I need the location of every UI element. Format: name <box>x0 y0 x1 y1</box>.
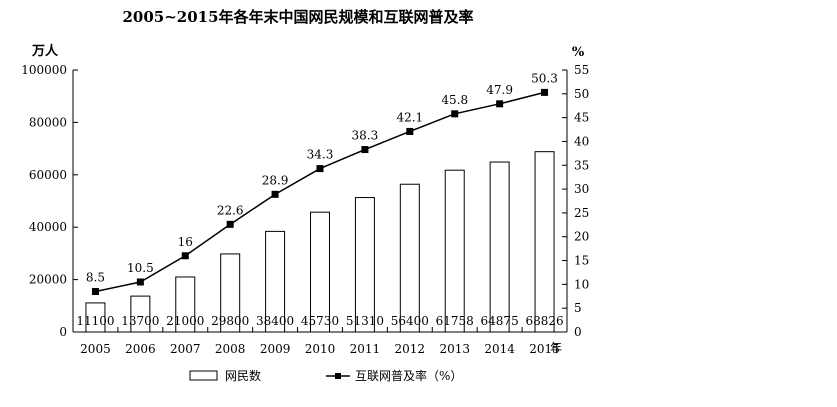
line-point <box>136 278 144 286</box>
x-tick-label: 2013 <box>439 342 470 356</box>
bar-value-label: 11100 <box>76 314 114 328</box>
left-tick-label: 40000 <box>29 220 67 234</box>
bar-value-label: 51310 <box>346 314 384 328</box>
x-tick-label: 2012 <box>395 342 426 356</box>
bar <box>265 230 286 333</box>
line-point <box>271 190 279 198</box>
line-value-label: 28.9 <box>262 173 289 187</box>
x-tick-label: 2005 <box>80 342 111 356</box>
right-tick-label: 25 <box>574 206 589 220</box>
line-value-label: 34.3 <box>307 148 334 162</box>
left-tick-label: 80000 <box>29 115 67 129</box>
line-point <box>406 127 414 135</box>
right-axis-unit: % <box>572 45 585 60</box>
legend: 网民数 互联网普及率（%） <box>189 368 462 383</box>
line-value-label: 47.9 <box>486 83 513 97</box>
bar <box>130 295 151 333</box>
x-tick-label: 2009 <box>260 342 291 356</box>
bar <box>489 161 510 333</box>
bar <box>399 183 420 333</box>
left-tick-label: 0 <box>59 325 67 339</box>
line-point <box>316 165 324 173</box>
legend-line-marker <box>335 373 341 379</box>
line-point <box>226 220 234 228</box>
legend-bar-label: 网民数 <box>225 368 261 383</box>
line-point <box>451 110 459 118</box>
right-tick-label: 0 <box>574 325 582 339</box>
line-point <box>541 88 549 96</box>
x-tick-label: 2014 <box>484 342 515 356</box>
right-tick-label: 40 <box>574 134 589 148</box>
bar-value-label: 56400 <box>391 314 429 328</box>
bar <box>175 276 196 333</box>
bar-value-label: 13700 <box>121 314 159 328</box>
x-tick-label: 2006 <box>125 342 156 356</box>
right-tick-label: 50 <box>574 87 589 101</box>
line-value-label: 8.5 <box>86 271 105 285</box>
line-point <box>91 288 99 296</box>
line-point <box>181 252 189 260</box>
bar-value-label: 61758 <box>436 314 474 328</box>
x-tick-label: 2011 <box>350 342 381 356</box>
left-tick-label: 60000 <box>29 168 67 182</box>
x-axis-unit: 年 <box>550 341 562 355</box>
bar-value-label: 45730 <box>301 314 339 328</box>
bar-value-label: 29800 <box>211 314 249 328</box>
bar <box>444 169 465 333</box>
line-value-label: 50.3 <box>531 71 558 85</box>
bar <box>220 253 241 333</box>
bar <box>534 151 555 333</box>
x-tick-label: 2010 <box>305 342 336 356</box>
bar-value-label: 38400 <box>256 314 294 328</box>
line-value-label: 38.3 <box>352 129 379 143</box>
right-tick-label: 20 <box>574 230 589 244</box>
bar <box>85 302 106 333</box>
right-tick-label: 55 <box>574 63 589 77</box>
line-point <box>496 100 504 108</box>
bar-value-label: 64875 <box>481 314 519 328</box>
line-value-label: 22.6 <box>217 203 244 217</box>
right-tick-label: 35 <box>574 158 589 172</box>
x-tick-label: 2008 <box>215 342 246 356</box>
left-tick-label: 100000 <box>21 63 67 77</box>
right-tick-label: 15 <box>574 254 589 268</box>
right-tick-label: 10 <box>574 277 589 291</box>
left-tick-label: 20000 <box>29 273 67 287</box>
axes-group: 0 20000 40000 60000 80000 100000 0 5 10 15 20 25 30 3… <box>21 63 589 356</box>
bar-value-label: 21000 <box>166 314 204 328</box>
right-tick-label: 45 <box>574 111 589 125</box>
bars-group: 11100 13700 21000 29800 38400 45730 51310 56400… <box>76 151 564 333</box>
x-tick-label: 2007 <box>170 342 201 356</box>
line-value-label: 45.8 <box>441 93 468 107</box>
bar <box>310 211 330 333</box>
right-tick-label: 5 <box>574 301 582 315</box>
bar <box>354 197 375 333</box>
chart-title: 2005~2015年各年末中国网民规模和互联网普及率 <box>122 8 473 26</box>
right-tick-label: 30 <box>574 182 589 196</box>
line-value-label: 16 <box>178 235 193 249</box>
bar-value-label: 68826 <box>525 314 563 328</box>
line-group: 8.5 10.5 16 22.6 28.9 34.3 38.3 42.1 45.8 47.9 50.… <box>86 71 558 296</box>
legend-bar-swatch <box>189 370 218 381</box>
line-point <box>361 146 369 154</box>
legend-line-label: 互联网普及率（%） <box>355 368 462 383</box>
line-value-label: 10.5 <box>127 261 154 275</box>
left-axis-unit: 万人 <box>31 43 59 59</box>
x-tick-label: 2015 <box>529 342 560 356</box>
line-value-label: 42.1 <box>396 110 423 124</box>
